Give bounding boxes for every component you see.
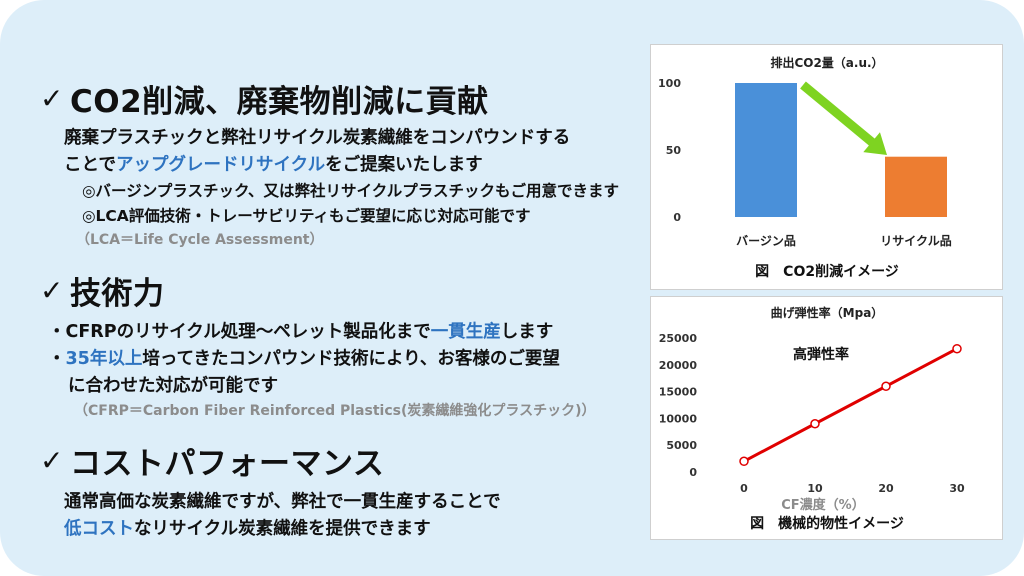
section-technology: ✓ 技術力 ・CFRPのリサイクル処理～ペレット製品化まで一貫生産します ・35… <box>40 268 595 422</box>
y-tick-label: 100 <box>658 77 681 90</box>
text: します <box>500 322 554 342</box>
note-text: （LCA＝Life Cycle Assessment） <box>76 232 324 248</box>
text: ことで <box>64 155 116 175</box>
y-tick-label: 10000 <box>659 412 698 425</box>
category-label: バージン品 <box>736 234 796 248</box>
paragraph-line: に合わせた対応が可能です <box>68 376 278 396</box>
section-co2: ✓ CO2削減、廃棄物削減に貢献 廃棄プラスチックと弊社リサイクル炭素繊維をコン… <box>40 76 619 251</box>
y-tick-label: 0 <box>689 466 697 479</box>
y-tick-label: 5000 <box>666 439 697 452</box>
bullet-line: ◎LCA評価技術・トレーサビリティもご要望に応じ対応可能です <box>82 207 531 225</box>
x-tick-label: 30 <box>949 482 965 495</box>
highlight-text: 低コスト <box>64 519 134 539</box>
data-point <box>810 419 820 429</box>
highlight-text: アップグレードリサイクル <box>115 155 326 175</box>
paragraph-line: ことでアップグレードリサイクルをご提案いたします <box>40 152 619 179</box>
x-tick-label: 10 <box>807 482 823 495</box>
text: なリサイクル炭素繊維を提供できます <box>134 519 431 539</box>
data-point <box>952 343 962 354</box>
section-heading: ✓ CO2削減、廃棄物削減に貢献 <box>40 76 619 121</box>
x-tick-label: 0 <box>740 482 748 495</box>
chart-title: 排出CO2量（a.u.） <box>770 55 883 70</box>
highlight-text: 一貫生産 <box>430 322 501 342</box>
text: をご提案いたします <box>325 155 483 175</box>
co2-chart-card: 排出CO2量（a.u.） 0 50 100 バージン品 リサイクル品 図 CO2削減イ… <box>650 44 1003 290</box>
paragraph-line: 低コストなリサイクル炭素繊維を提供できます <box>40 516 501 543</box>
paragraph-line: ・35年以上培ってきたコンパウンド技術により、お客様のご要望 <box>40 346 595 373</box>
section-heading: ✓ 技術力 <box>40 268 595 313</box>
y-tick-label: 50 <box>666 144 682 157</box>
chart-annotation: 高弾性率 <box>793 346 849 363</box>
bar <box>885 156 947 217</box>
heading-text: コストパフォーマンス <box>70 446 385 482</box>
modulus-chart-card: 曲げ弾性率（Mpa） 0 5000 10000 15000 20000 25000 0 10… <box>650 296 1003 540</box>
text: ・CFRPのリサイクル処理～ペレット製品化まで <box>48 322 431 342</box>
heading-text: CO2削減、廃棄物削減に貢献 <box>70 84 489 120</box>
bar <box>735 83 797 217</box>
arrow-shaft <box>800 81 882 152</box>
x-axis-label: CF濃度（%） <box>781 497 864 513</box>
x-tick-label: 20 <box>878 482 894 495</box>
chart-caption: 図 CO2削減イメージ <box>755 263 899 280</box>
check-icon: ✓ <box>40 444 64 477</box>
category-label: リサイクル品 <box>880 234 951 248</box>
paragraph-line: 通常高価な炭素繊維ですが、弊社で一貫生産することで <box>64 492 501 512</box>
y-tick-label: 0 <box>673 211 681 224</box>
bullet-line: ◎バージンプラスチック、又は弊社リサイクルプラスチックもご用意できます <box>82 182 619 200</box>
co2-bar-chart: 排出CO2量（a.u.） 0 50 100 バージン品 リサイクル品 図 CO2削減イ… <box>658 55 952 280</box>
chart-title: 曲げ弾性率（Mpa） <box>771 305 884 320</box>
modulus-line-chart: 曲げ弾性率（Mpa） 0 5000 10000 15000 20000 25000 0 10… <box>659 305 965 532</box>
series-line <box>743 347 958 463</box>
note-text: （CFRP＝Carbon Fiber Reinforced Plastics(炭… <box>74 403 596 419</box>
chart-caption: 図 機械的物性イメージ <box>750 515 904 532</box>
check-icon: ✓ <box>40 274 64 307</box>
arrow-head <box>863 132 887 155</box>
text: ・ <box>48 349 66 369</box>
text: 培ってきたコンパウンド技術により、お客様のご要望 <box>142 349 560 369</box>
section-cost: ✓ コストパフォーマンス 通常高価な炭素繊維ですが、弊社で一貫生産することで 低… <box>40 438 501 543</box>
section-heading: ✓ コストパフォーマンス <box>40 438 501 483</box>
data-point <box>881 381 891 391</box>
highlight-text: 35年以上 <box>65 349 143 369</box>
heading-text: 技術力 <box>70 276 165 312</box>
check-icon: ✓ <box>40 82 64 115</box>
y-tick-label: 15000 <box>659 386 698 399</box>
paragraph-line: 廃棄プラスチックと弊社リサイクル炭素繊維をコンパウンドする <box>64 128 571 148</box>
paragraph-line: ・CFRPのリサイクル処理～ペレット製品化まで一貫生産します <box>40 319 595 346</box>
y-tick-label: 20000 <box>659 359 698 372</box>
y-tick-label: 25000 <box>659 332 698 345</box>
data-point <box>739 456 749 467</box>
